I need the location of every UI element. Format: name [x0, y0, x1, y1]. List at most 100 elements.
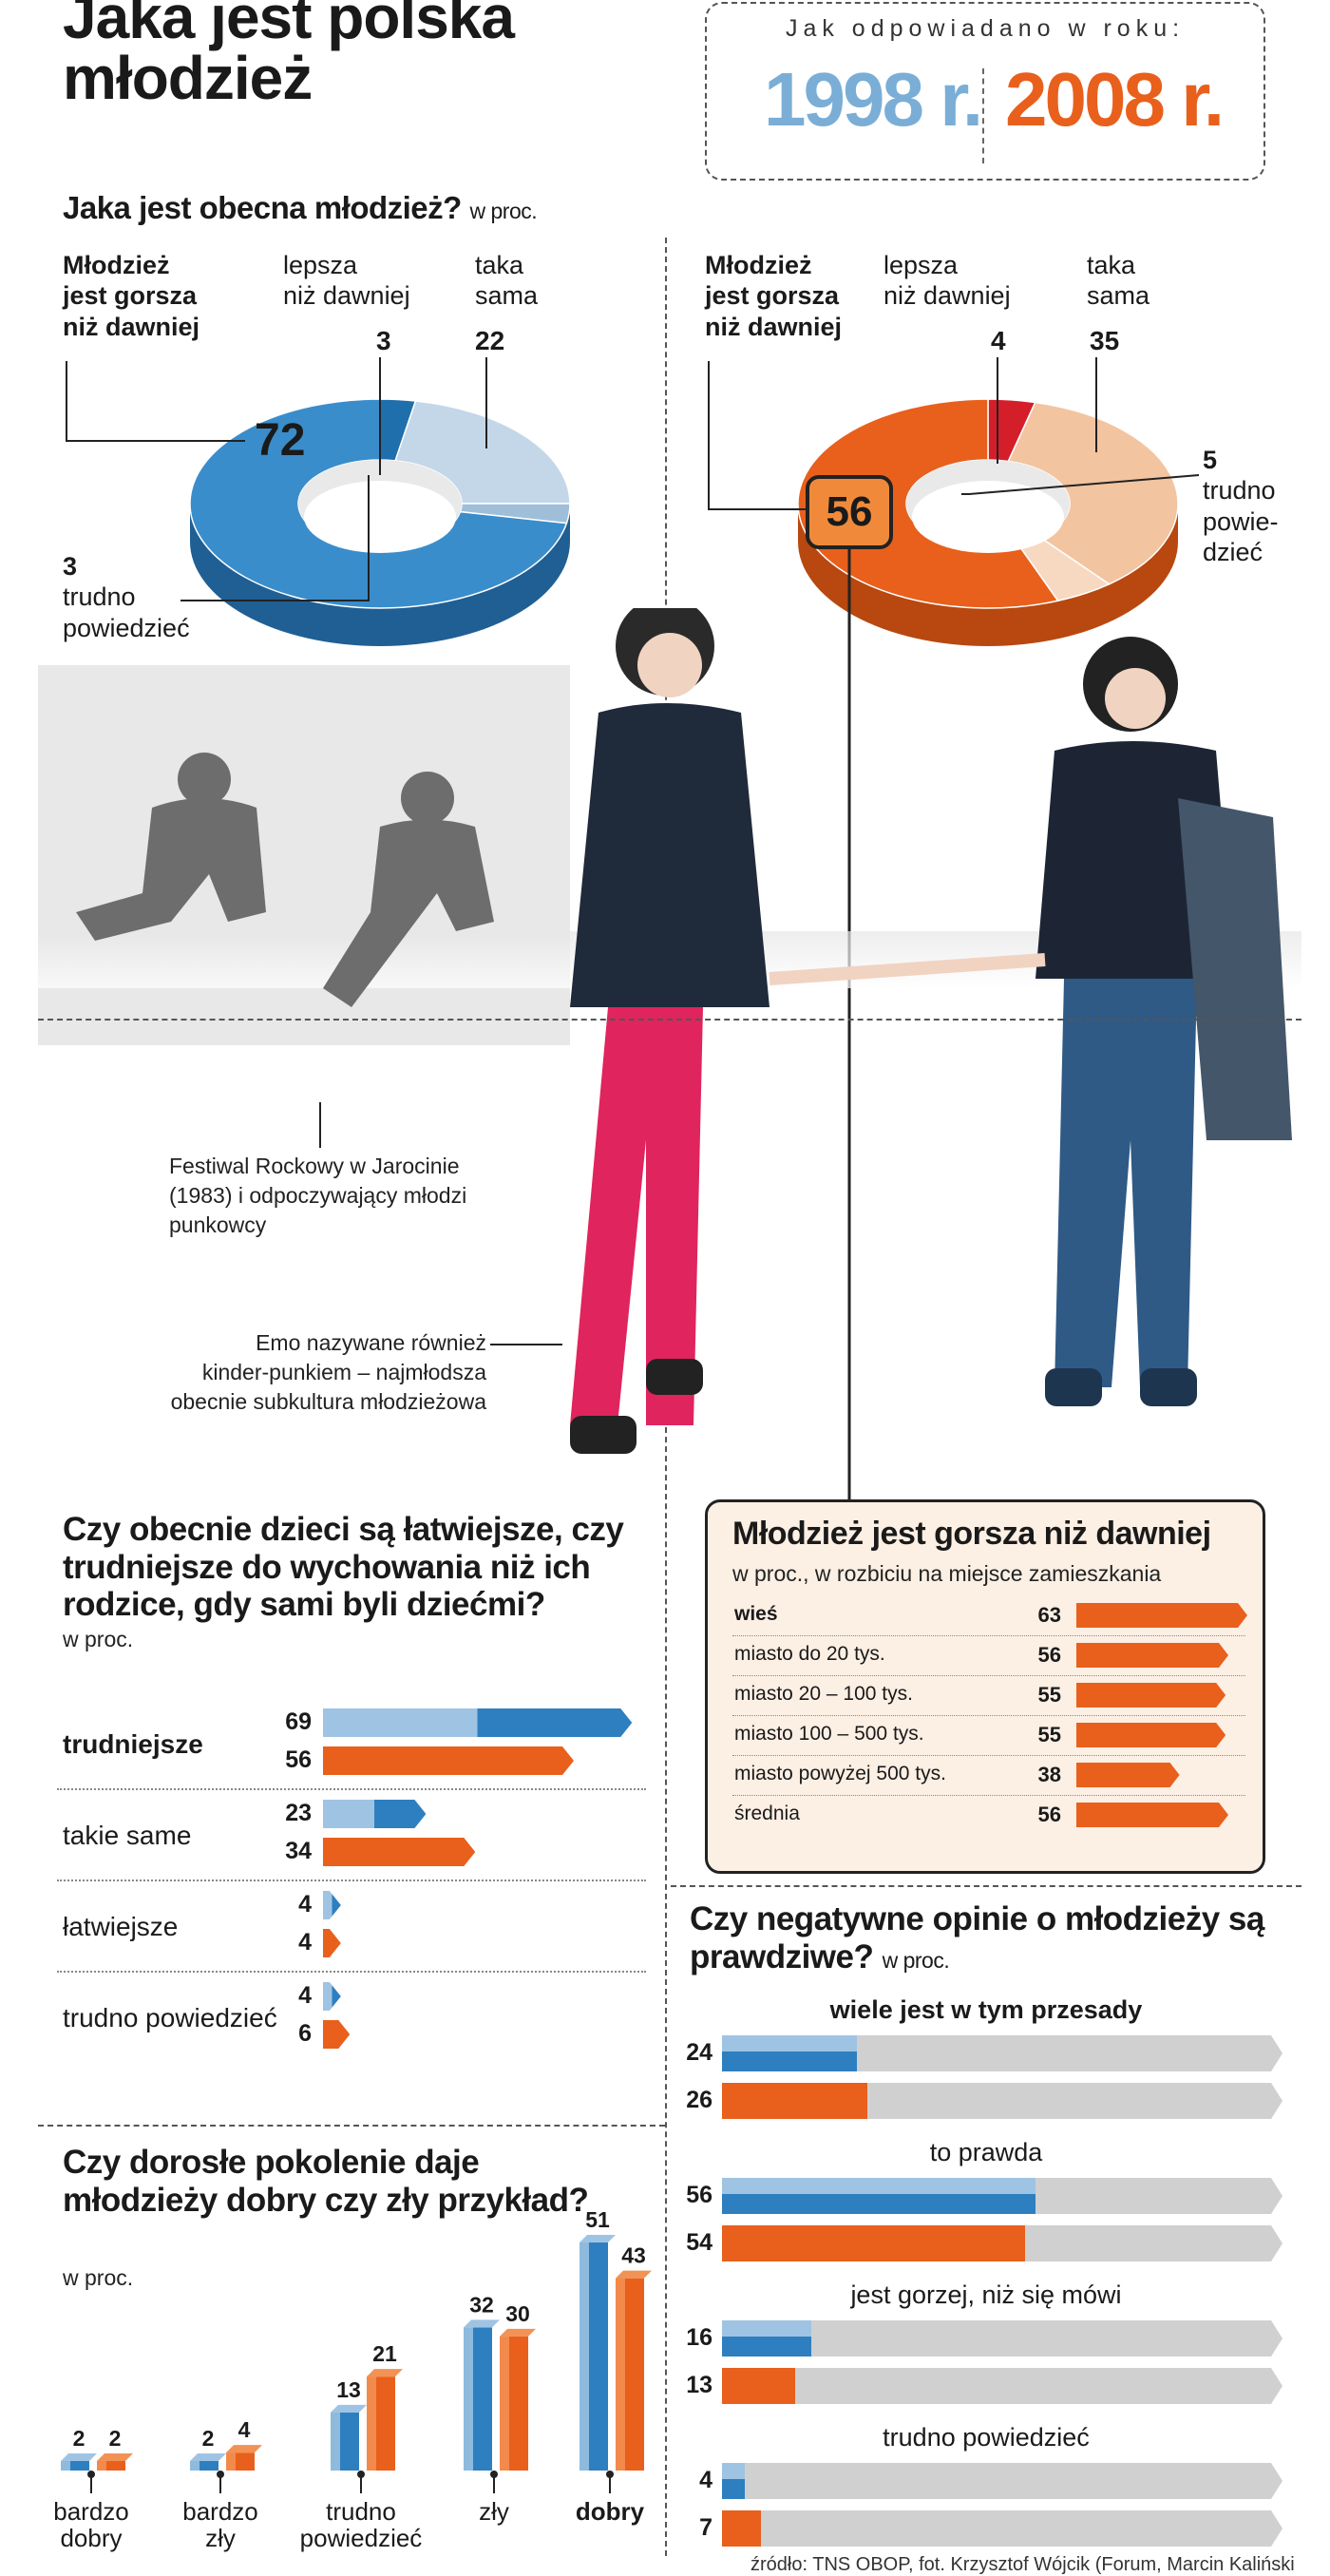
opinions-bar: [722, 2083, 868, 2119]
donut-chart-2008: [797, 398, 1179, 646]
opinions-bar: [722, 2368, 795, 2404]
residence-bar: [1076, 1643, 1228, 1668]
donut-2008-better-value: 4: [991, 326, 1006, 355]
upbringing-bar: [323, 1838, 475, 1866]
donut-1998-dk-value: 3: [63, 552, 78, 581]
example-category-label: bardzo: [182, 2497, 258, 2526]
example-bar-side: [367, 2376, 376, 2471]
example-value-label: 51: [585, 2207, 610, 2232]
donut-2008-same-value: 35: [1090, 326, 1120, 355]
example-value-label: 2: [109, 2426, 122, 2451]
donut-1998-better-value: 3: [376, 326, 391, 355]
opinions-category-label: wiele jest w tym przesady: [829, 1995, 1143, 2024]
residence-category-label: miasto do 20 tys.: [734, 1643, 885, 1665]
example-unit: w proc.: [63, 2265, 134, 2290]
residence-bar: [1076, 1683, 1226, 1708]
example-value-label: 2: [73, 2426, 86, 2451]
example-value-label: 43: [621, 2243, 646, 2268]
opinions-bar-track: [722, 2368, 1282, 2404]
opinions-bar: [722, 2178, 1036, 2214]
upbringing-value-label: 69: [285, 1708, 312, 1735]
opinions-bar: [722, 2510, 762, 2547]
example-category-label: zły: [479, 2497, 509, 2526]
example-bar-top: [226, 2445, 262, 2453]
residence-value-label: 63: [1037, 1603, 1061, 1627]
connector-dk-2008: [961, 474, 1200, 495]
photo-illustration: [38, 608, 1302, 1454]
opinions-category-label: trudno powiedzieć: [883, 2423, 1090, 2452]
residence-row-separator: [732, 1675, 1245, 1676]
example-bar-top: [367, 2369, 403, 2377]
upbringing-unit: w proc.: [63, 1627, 134, 1651]
example-category-label: zły: [205, 2524, 236, 2552]
label-dk-1998: 3 trudno powiedzieć: [63, 552, 190, 642]
opinions-value-label: 54: [686, 2229, 712, 2256]
donut-chart-1998: [189, 398, 571, 646]
example-category-label: dobry: [60, 2524, 122, 2552]
legend-caption: Jak odpowiadano w roku:: [785, 15, 1186, 42]
upbringing-bar: [323, 2020, 350, 2049]
residence-row-separator: [732, 1635, 1245, 1636]
upbringing-category-label: takie same: [63, 1821, 192, 1850]
upbringing-value-label: 4: [298, 1891, 312, 1918]
upbringing-category-label: trudniejsze: [63, 1729, 203, 1759]
opinions-bar: [722, 2225, 1025, 2261]
residence-bar-chart: wieś 63 miasto do 20 tys. 56 miasto 20 – 100…: [732, 1597, 1245, 1854]
example-bar-side: [331, 2412, 340, 2471]
upbringing-value-label: 23: [285, 1800, 312, 1826]
residence-category-label: wieś: [734, 1603, 778, 1625]
opinions-bar-track: [722, 2320, 1282, 2357]
example-value-label: 4: [238, 2417, 251, 2442]
residence-row-separator: [732, 1755, 1245, 1756]
main-title: Jaka jest polska młodzież: [63, 0, 652, 108]
upbringing-category-label: łatwiejsze: [63, 1912, 179, 1941]
connector-worse-1998: [66, 361, 245, 442]
opinions-bar: [722, 2463, 745, 2499]
example-bar-side: [190, 2461, 200, 2471]
donut-2008-worse-value: 56: [826, 488, 873, 535]
opinions-category-label: jest gorzej, niż się mówi: [850, 2280, 1122, 2309]
example-value-label: 21: [372, 2341, 397, 2366]
example-bar-side: [500, 2336, 509, 2471]
holding-hands: [769, 953, 1046, 985]
example-tick-dot: [357, 2471, 365, 2478]
legend-divider: [982, 68, 984, 163]
donut-title-text: Jaka jest obecna młodzież?: [63, 190, 462, 225]
upbringing-bar: [323, 1929, 341, 1957]
opinions-unit: w proc.: [882, 1947, 950, 1973]
upbringing-bar-chart: trudniejsze 69 56 takie same 23 34 łatwiejsze 4…: [38, 1701, 656, 2100]
residence-bar: [1076, 1803, 1228, 1827]
residence-row-separator: [732, 1715, 1245, 1716]
legend-year-1998: 1998 r.: [764, 57, 983, 142]
example-bar-top: [331, 2404, 367, 2413]
example-bar-side: [616, 2278, 625, 2471]
residence-bar: [1076, 1763, 1180, 1787]
example-title: Czy dorosłe pokolenie daje młodzieży dob…: [63, 2144, 589, 2219]
example-bar-top: [61, 2453, 97, 2461]
main-title-line1: Jaka jest polska: [63, 0, 515, 51]
example-bar-top: [97, 2453, 133, 2461]
donut-2008-hole: [912, 481, 1064, 553]
jarocin-punks-figures: [76, 753, 494, 1007]
donut-2008-dk-value: 5: [1203, 446, 1218, 474]
example-bar-top: [580, 2235, 616, 2242]
photo-horizon-line: [38, 1019, 1302, 1021]
example-bar-side: [464, 2327, 473, 2471]
residence-value-label: 38: [1037, 1763, 1061, 1786]
residence-category-label: miasto 100 – 500 tys.: [734, 1723, 924, 1745]
label-dk-2008: 5 trudno powie- dzieć: [1203, 446, 1279, 567]
residence-subtitle: w proc., w rozbiciu na miejsce zamieszka…: [732, 1561, 1162, 1586]
main-title-line2: młodzież: [63, 44, 313, 112]
upbringing-category-label: trudno powiedzieć: [63, 2003, 277, 2032]
example-bar-side: [580, 2242, 589, 2471]
example-bar-side: [226, 2452, 236, 2471]
example-bar: [97, 2461, 125, 2471]
opinions-value-label: 13: [686, 2372, 712, 2398]
example-bar: [61, 2461, 89, 2471]
label-same-1998: taka sama: [475, 251, 539, 311]
donut-connectors: [66, 357, 1200, 1501]
donut-1998-worse-value: 72: [255, 415, 306, 466]
residence-value-label: 55: [1037, 1683, 1061, 1707]
upbringing-title: Czy obecnie dzieci są łatwiejsze, czy tr…: [63, 1511, 624, 1624]
example-value-label: 32: [469, 2292, 494, 2317]
